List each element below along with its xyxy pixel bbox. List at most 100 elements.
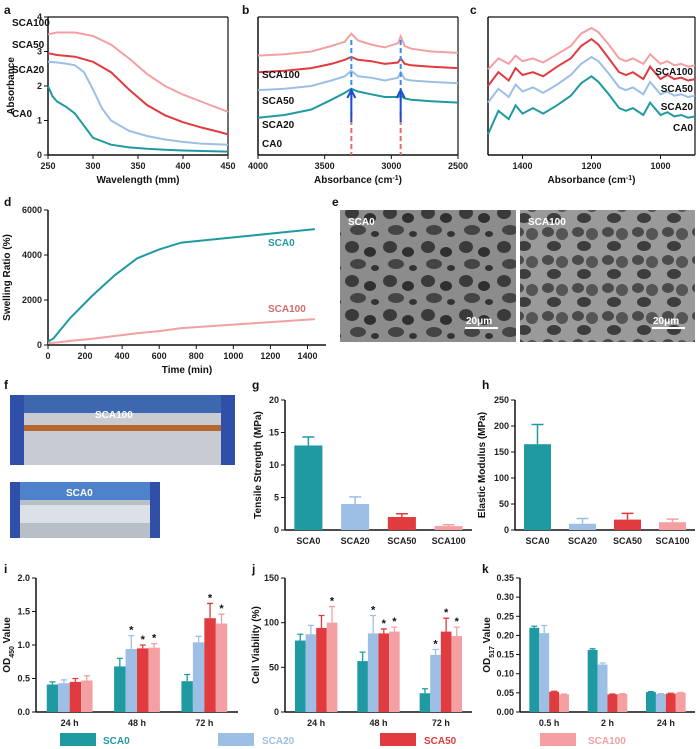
error-bar xyxy=(531,423,544,445)
y-tick-label: 0.00 xyxy=(496,707,514,717)
scale-label-right: 20μm xyxy=(653,316,679,327)
x-tick-label: 200 xyxy=(78,351,93,361)
y-tick-label: 2.0 xyxy=(17,573,30,583)
significance-star: * xyxy=(455,616,460,628)
y-tick-label: 1.5 xyxy=(17,607,30,617)
series-label-ca0: CA0 xyxy=(12,109,32,120)
y-axis-label: Elastic Modulus (MPa) xyxy=(477,412,488,518)
x-tick-label: 450 xyxy=(220,161,235,171)
legend-swatch-sca0 xyxy=(60,733,96,746)
bar-sca100 xyxy=(148,647,160,712)
bar-sca100 xyxy=(559,694,569,712)
series-line-sca100 xyxy=(257,32,459,57)
significance-star: * xyxy=(141,634,146,646)
series-label-sca20: SCA20 xyxy=(262,120,295,131)
error-bar xyxy=(666,518,679,523)
x-tick-label: 600 xyxy=(152,351,167,361)
bar-sca50 xyxy=(69,681,82,712)
error-bar xyxy=(576,517,589,524)
x-tick-label: 3500 xyxy=(315,161,335,171)
bar-sca0 xyxy=(114,666,126,712)
x-tick-label: 250 xyxy=(40,161,55,171)
significance-star: * xyxy=(444,607,449,619)
series-label-sca0: SCA0 xyxy=(268,238,295,249)
error-bar xyxy=(453,626,460,637)
error-bar xyxy=(207,602,214,619)
y-tick-label: 0.30 xyxy=(496,592,514,602)
error-bar xyxy=(116,657,123,667)
y-tick-label: 4000 xyxy=(22,250,42,260)
series-line-sca100 xyxy=(47,31,229,113)
peak-arrow xyxy=(395,87,406,122)
sem-image-sca0: SCA0 20μm xyxy=(340,210,516,342)
photo-label-sca100: SCA100 xyxy=(95,410,133,421)
x-tick-label: 4000 xyxy=(248,161,268,171)
panel-letter-k: k xyxy=(482,562,489,576)
series-line-sca100 xyxy=(487,26,696,71)
y-tick-label: 0.0 xyxy=(17,707,30,717)
bar-sca100 xyxy=(81,680,93,712)
significance-star: * xyxy=(208,592,213,604)
series-line-sca50 xyxy=(487,37,696,87)
panel-letter-i: i xyxy=(4,562,7,576)
bar-sca50 xyxy=(378,633,390,712)
error-bar xyxy=(297,633,304,641)
significance-star: * xyxy=(392,616,397,628)
x-axis-label-sup: -1 xyxy=(626,175,632,182)
x-tick-label: 1400 xyxy=(297,351,317,361)
error-bar xyxy=(370,614,377,634)
error-bar xyxy=(184,673,191,682)
y-tick-label: 200 xyxy=(494,421,509,431)
x-tick-label: 2 h xyxy=(601,718,614,728)
bar-sca100 xyxy=(617,694,628,712)
y-tick-label: 0.5 xyxy=(17,674,30,684)
bar-sca0 xyxy=(181,681,193,712)
bar-sca50 xyxy=(614,519,641,530)
bar-sca20 xyxy=(58,683,70,712)
series-label-sca50: SCA50 xyxy=(661,84,694,95)
bar-sca20 xyxy=(597,664,608,712)
error-bar xyxy=(421,688,428,694)
bar-sca100 xyxy=(675,692,686,712)
error-bar xyxy=(391,626,398,632)
series-line-sca50 xyxy=(257,55,459,74)
y-tick-label: 0 xyxy=(37,150,42,160)
chart-h: 0 50 100 150 200 250 SCA0 SCA20 SCA50 SCA100 Elast… xyxy=(477,395,695,546)
bar-sca100 xyxy=(389,631,400,712)
panel-letter-a: a xyxy=(4,3,11,17)
panel-letter-d: d xyxy=(4,195,11,209)
x-tick-label: 1200 xyxy=(581,161,601,171)
bar-sca100 xyxy=(659,522,686,530)
bar-sca0 xyxy=(646,692,656,712)
y-tick-label: 10 xyxy=(269,460,279,470)
y-axis-label: Absorbance xyxy=(6,57,17,115)
legend: SCA0 SCA20 SCA50 SCA100 xyxy=(60,733,626,747)
x-tick-label: 1000 xyxy=(223,351,243,361)
panel-letter-e: e xyxy=(332,195,339,209)
series-line-sca0 xyxy=(47,228,316,343)
y-tick-label: 0.25 xyxy=(496,611,514,621)
y-tick-label: 150 xyxy=(264,573,279,583)
bar-sca20 xyxy=(655,694,666,712)
y-tick-label: 20 xyxy=(269,395,279,405)
series-label-ca0: CA0 xyxy=(262,139,282,150)
chart-d: 0 200 400 600 800 1000 1200 1400 0 2000 4000 6000 Ti… xyxy=(2,205,326,376)
bar-sca20 xyxy=(192,642,205,712)
y-axis-label: Swelling Ratio (%) xyxy=(2,234,13,321)
bar-sca100 xyxy=(326,622,338,712)
y-tick-label: 4 xyxy=(37,12,42,22)
x-axis-label-sup: -1 xyxy=(392,175,398,182)
legend-label-sca20: SCA20 xyxy=(262,736,295,747)
bar-sca0 xyxy=(587,649,598,712)
error-bar xyxy=(72,677,79,682)
error-bar xyxy=(128,634,135,650)
bar-sca50 xyxy=(387,517,416,530)
error-bar xyxy=(139,644,146,649)
error-bar xyxy=(442,524,455,527)
y-axis-label-sub: 517 xyxy=(489,646,496,658)
y-tick-label: 150 xyxy=(494,447,509,457)
x-tick-label: SCA100 xyxy=(655,536,689,546)
photo-label-sca0: SCA0 xyxy=(66,488,93,499)
series-line-sca20 xyxy=(257,69,459,92)
series-label-sca100: SCA100 xyxy=(268,304,306,315)
